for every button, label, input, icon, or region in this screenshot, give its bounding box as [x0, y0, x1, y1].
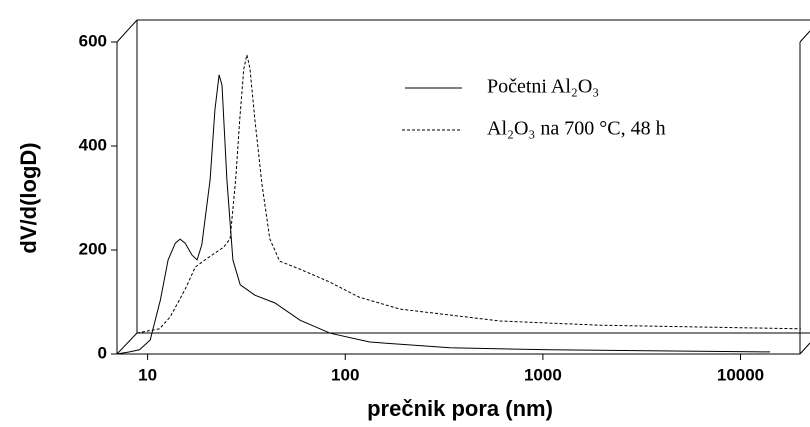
frame-edge: [799, 342, 810, 355]
y-tick-label: 200: [79, 239, 107, 258]
y-tick-label: 600: [79, 31, 107, 50]
y-tick-label: 0: [98, 343, 107, 362]
legend-label: Al₂O₃ na 700 °C, 48 h: [487, 118, 666, 140]
x-tick-label: 1000: [524, 365, 562, 384]
x-tick-label: 100: [331, 365, 359, 384]
x-tick-label: 10: [138, 365, 157, 384]
data-line: [116, 74, 771, 355]
x-axis-title: prečnik pora (nm): [367, 396, 553, 421]
legend-label: Početni Al₂O₃: [487, 76, 599, 98]
y-tick-label: 400: [79, 135, 107, 154]
frame-edge: [116, 19, 138, 43]
data-line: [136, 54, 801, 334]
y-axis-title: dV/d(logD): [16, 142, 41, 253]
frame-edge: [799, 30, 810, 43]
frame: [116, 19, 810, 355]
x-tick-label: 10000: [717, 365, 764, 384]
frame-edge: [116, 332, 138, 355]
